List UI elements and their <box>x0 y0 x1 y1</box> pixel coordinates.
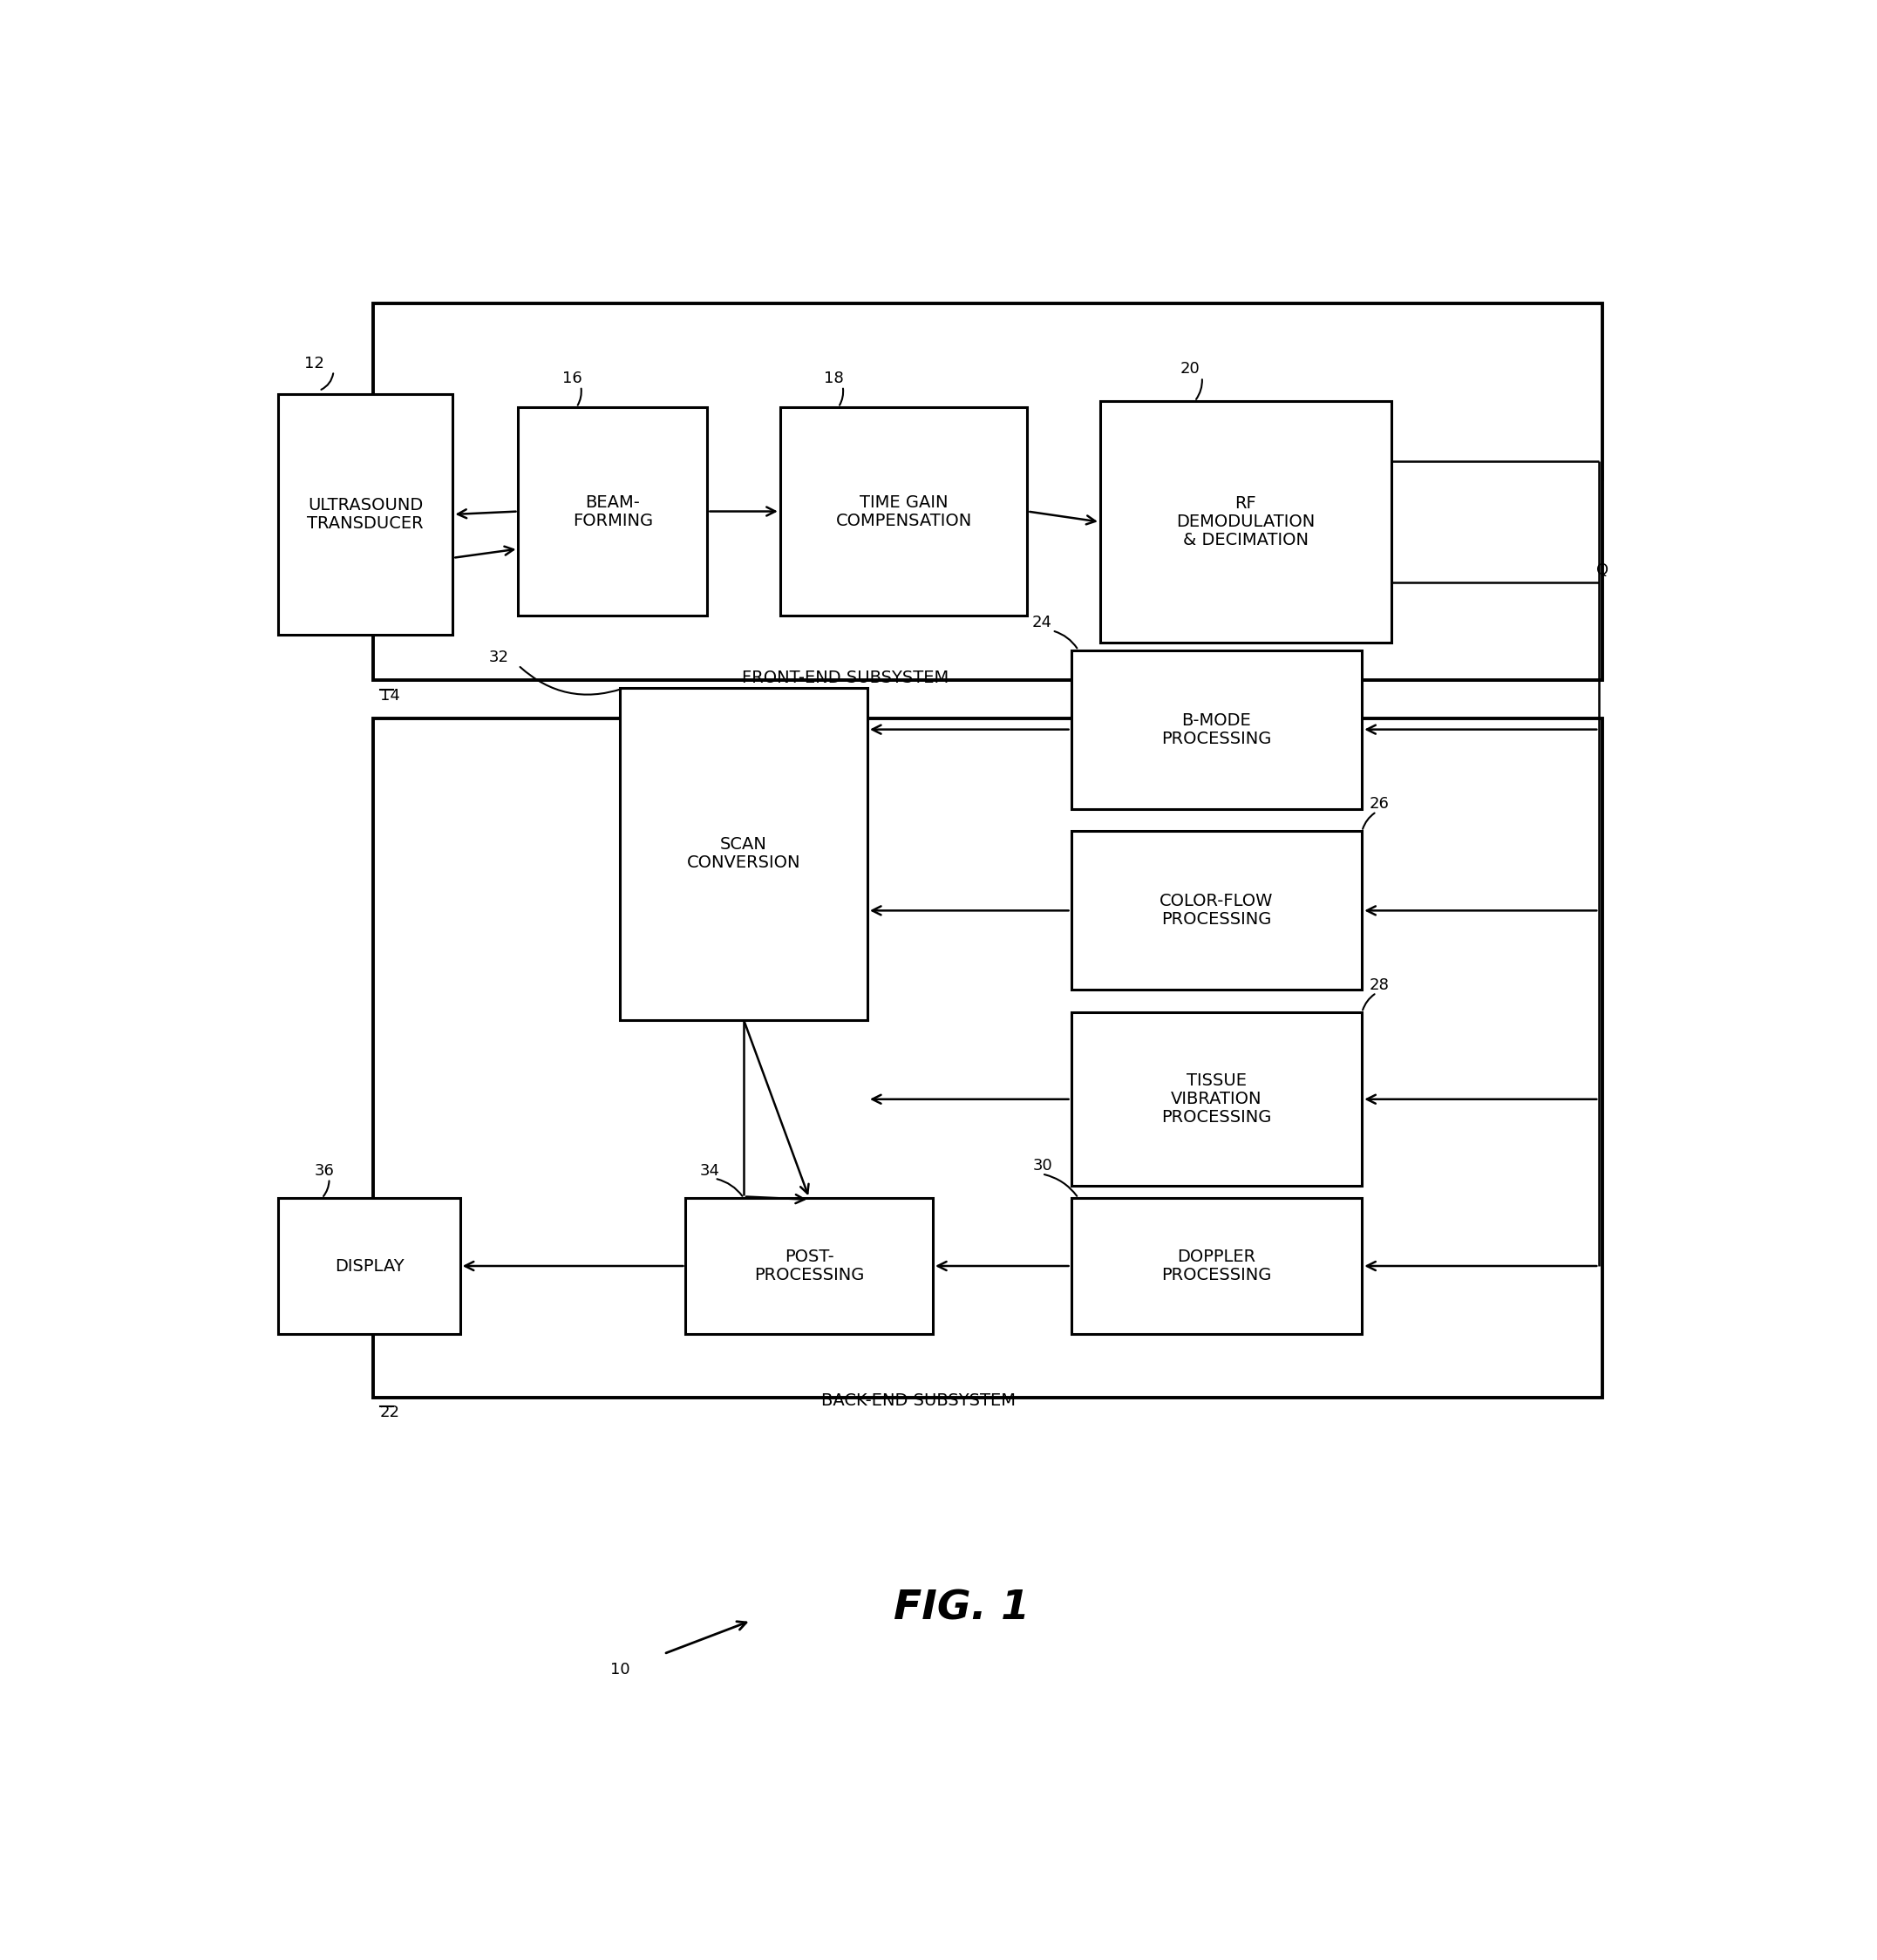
Text: BACK-END SUBSYSTEM: BACK-END SUBSYSTEM <box>820 1394 1015 1409</box>
Text: POST-: POST- <box>785 1249 833 1264</box>
Text: 20: 20 <box>1181 361 1199 376</box>
Text: 12: 12 <box>304 355 325 370</box>
Text: TIME GAIN: TIME GAIN <box>860 494 948 510</box>
Text: PROCESSING: PROCESSING <box>755 1266 863 1284</box>
Bar <box>518 408 708 615</box>
Text: FRONT-END SUBSYSTEM: FRONT-END SUBSYSTEM <box>741 670 950 686</box>
Text: 18: 18 <box>824 370 843 386</box>
Text: B-MODE: B-MODE <box>1183 711 1252 729</box>
Text: 32: 32 <box>490 649 509 664</box>
Text: I: I <box>1599 468 1605 484</box>
Text: 24: 24 <box>1032 615 1051 631</box>
Text: 36: 36 <box>315 1162 334 1178</box>
Text: 34: 34 <box>700 1162 721 1178</box>
Bar <box>1072 1013 1363 1186</box>
Text: PROCESSING: PROCESSING <box>1162 731 1271 747</box>
Bar <box>1100 402 1391 643</box>
Text: ULTRASOUND: ULTRASOUND <box>308 498 422 514</box>
Text: 30: 30 <box>1032 1158 1053 1174</box>
Bar <box>619 688 867 1019</box>
Bar <box>374 717 1601 1397</box>
Text: DOPPLER: DOPPLER <box>1177 1249 1256 1264</box>
Text: PROCESSING: PROCESSING <box>1162 1109 1271 1125</box>
Text: COLOR-FLOW: COLOR-FLOW <box>1160 894 1273 909</box>
Text: 28: 28 <box>1370 978 1389 994</box>
Bar <box>781 408 1027 615</box>
Bar <box>1072 1198 1363 1335</box>
Text: Q: Q <box>1595 563 1609 578</box>
Text: 16: 16 <box>561 370 582 386</box>
Text: TRANSDUCER: TRANSDUCER <box>308 515 424 531</box>
Text: PROCESSING: PROCESSING <box>1162 1266 1271 1284</box>
Bar <box>374 304 1601 680</box>
Bar <box>278 394 452 635</box>
Bar <box>685 1198 933 1335</box>
Text: VIBRATION: VIBRATION <box>1171 1092 1261 1107</box>
Text: 10: 10 <box>610 1662 629 1678</box>
Text: CONVERSION: CONVERSION <box>687 855 801 872</box>
Bar <box>1072 831 1363 990</box>
Text: & DECIMATION: & DECIMATION <box>1183 531 1308 549</box>
Text: TISSUE: TISSUE <box>1186 1072 1246 1090</box>
Text: BEAM-: BEAM- <box>586 494 640 510</box>
Text: PROCESSING: PROCESSING <box>1162 911 1271 927</box>
Text: DEMODULATION: DEMODULATION <box>1177 514 1316 531</box>
Text: 22: 22 <box>379 1405 400 1421</box>
Text: RF: RF <box>1235 496 1256 512</box>
Text: 14: 14 <box>379 688 400 704</box>
Bar <box>1072 651 1363 809</box>
Text: FIG. 1: FIG. 1 <box>893 1590 1030 1629</box>
Bar <box>278 1198 460 1335</box>
Text: FORMING: FORMING <box>572 512 653 529</box>
Text: COMPENSATION: COMPENSATION <box>835 512 972 529</box>
Text: 26: 26 <box>1370 796 1389 811</box>
Text: DISPLAY: DISPLAY <box>334 1258 404 1274</box>
Text: SCAN: SCAN <box>721 837 768 853</box>
